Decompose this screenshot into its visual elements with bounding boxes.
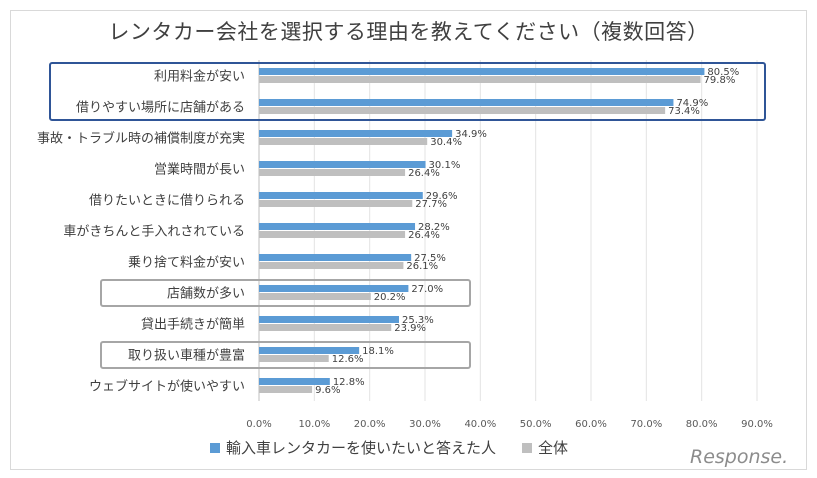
bar-s2-0 <box>259 76 701 83</box>
x-tick-label-3: 30.0% <box>409 419 441 430</box>
bar-s2-9 <box>259 355 329 362</box>
bar-s1-5 <box>259 223 416 230</box>
data-label-s2-1: 73.4% <box>668 106 700 117</box>
highlight-box-0 <box>49 62 766 121</box>
bar-s1-4 <box>259 192 423 199</box>
x-tick-label-2: 20.0% <box>354 419 386 430</box>
x-tick-label-1: 10.0% <box>298 419 330 430</box>
data-label-s2-7: 20.2% <box>374 292 406 303</box>
data-label-s2-0: 79.8% <box>704 75 736 86</box>
bar-s2-6 <box>259 262 404 269</box>
data-label-s2-5: 26.4% <box>408 230 440 241</box>
data-label-s1-10: 12.8% <box>333 377 365 388</box>
data-label-s1-4: 29.6% <box>426 191 458 202</box>
category-label-7: 店舗数が多い <box>167 286 245 302</box>
legend-label-series-1: 輸入車レンタカーを使いたいと答えた人 <box>226 439 497 457</box>
bar-s2-10 <box>259 386 313 393</box>
x-tick-label-8: 80.0% <box>686 419 718 430</box>
data-label-s1-0: 80.5% <box>707 67 739 78</box>
chart-frame <box>10 10 807 470</box>
legend-swatch-series-1 <box>210 442 220 453</box>
bar-s1-8 <box>259 316 399 323</box>
legend-item-series-2: 全体 <box>522 437 568 458</box>
highlight-box-2 <box>100 341 471 369</box>
bar-s1-10 <box>259 378 330 385</box>
x-tick-label-4: 40.0% <box>464 419 496 430</box>
category-label-3: 営業時間が長い <box>154 162 245 178</box>
bar-s2-1 <box>259 107 666 114</box>
bar-s2-7 <box>259 293 371 300</box>
bar-s1-7 <box>259 285 409 292</box>
category-label-4: 借りたいときに借りられる <box>89 194 245 209</box>
data-label-s1-9: 18.1% <box>362 346 394 357</box>
x-tick-label-7: 70.0% <box>630 419 662 430</box>
data-label-s1-5: 28.2% <box>418 222 450 233</box>
x-tick-label-6: 60.0% <box>575 419 607 430</box>
data-label-s2-4: 27.7% <box>415 199 447 210</box>
data-label-s2-10: 9.6% <box>315 385 340 396</box>
data-label-s1-8: 25.3% <box>402 315 434 326</box>
legend-swatch-series-2 <box>522 442 533 453</box>
bar-s2-5 <box>259 231 406 238</box>
bar-s1-9 <box>259 347 360 354</box>
data-label-s2-6: 26.1% <box>406 261 438 272</box>
bar-s2-3 <box>259 169 406 176</box>
data-label-s2-3: 26.4% <box>408 168 440 179</box>
highlight-box-1 <box>100 279 471 307</box>
legend-item-series-1: 輸入車レンタカーを使いたいと答えた人 <box>210 437 496 458</box>
category-label-2: 事故・トラブル時の補償制度が充実 <box>37 131 245 147</box>
x-tick-label-9: 90.0% <box>741 419 773 430</box>
bar-s2-4 <box>259 200 413 207</box>
chart-title: レンタカー会社を選択する理由を教えてください（複数回答） <box>108 20 709 44</box>
legend: 輸入車レンタカーを使いたいと答えた人 全体 <box>210 437 594 458</box>
data-label-s2-8: 23.9% <box>394 323 426 334</box>
bar-s1-1 <box>259 99 674 106</box>
category-label-1: 借りやすい場所に店舗がある <box>76 101 245 116</box>
data-label-s1-6: 27.5% <box>414 253 446 264</box>
x-tick-label-5: 50.0% <box>520 419 552 430</box>
data-label-s1-3: 30.1% <box>429 160 461 171</box>
data-label-s1-1: 74.9% <box>676 98 708 109</box>
category-label-5: 車がきちんと手入れされている <box>63 225 245 240</box>
watermark-logo: Response. <box>690 446 789 468</box>
data-label-s1-2: 34.9% <box>455 129 487 140</box>
bar-s2-8 <box>259 324 392 331</box>
x-tick-label-0: 0.0% <box>246 419 271 430</box>
category-label-10: ウェブサイトが使いやすい <box>89 379 245 395</box>
bar-s1-0 <box>259 68 705 75</box>
category-label-6: 乗り捨て料金が安い <box>128 255 245 271</box>
data-label-s1-7: 27.0% <box>411 284 443 295</box>
category-label-0: 利用料金が安い <box>154 69 245 85</box>
category-label-9: 取り扱い車種が豊富 <box>128 348 245 364</box>
bar-s1-6 <box>259 254 412 261</box>
legend-label-series-2: 全体 <box>538 439 569 457</box>
bar-s2-2 <box>259 138 428 145</box>
data-label-s2-2: 30.4% <box>430 137 462 148</box>
category-label-8: 貸出手続きが簡単 <box>141 317 245 333</box>
bar-s1-2 <box>259 130 453 137</box>
data-label-s2-9: 12.6% <box>332 354 364 365</box>
bar-s1-3 <box>259 161 426 168</box>
